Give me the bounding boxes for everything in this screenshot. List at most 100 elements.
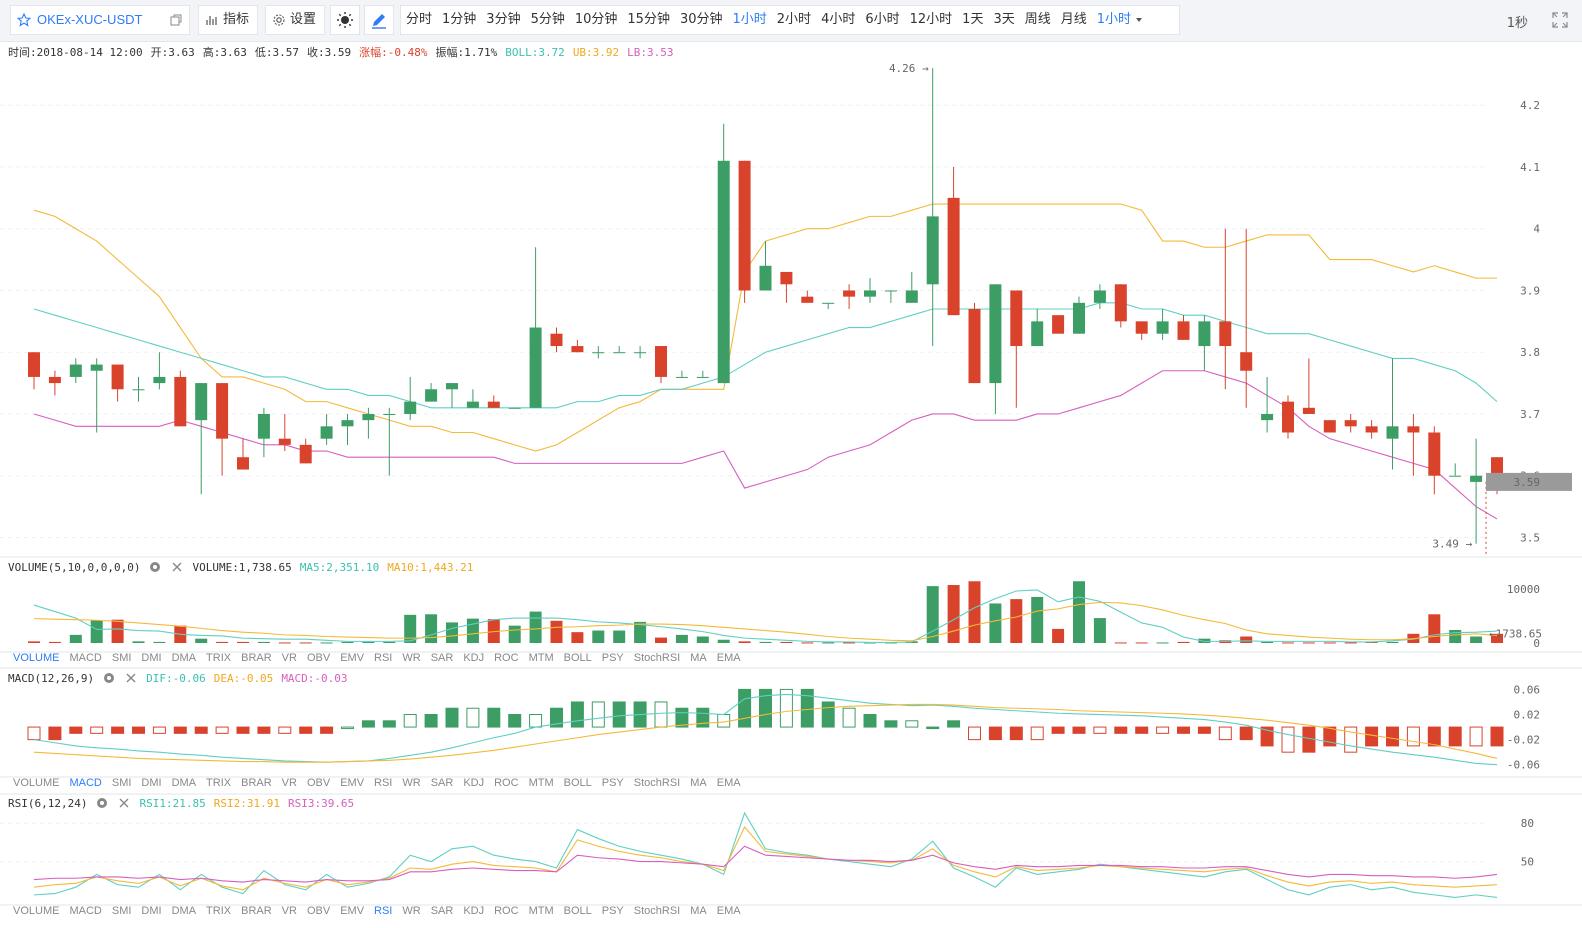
indicator-tab[interactable]: BRAR [241, 777, 272, 789]
indicator-tab[interactable]: MA [690, 777, 707, 789]
indicator-tab[interactable]: MACD [69, 777, 102, 789]
period-button[interactable]: 周线 [1024, 12, 1051, 27]
indicator-tab[interactable]: EMA [716, 777, 741, 789]
indicator-tab[interactable]: ROC [494, 905, 519, 917]
indicator-tab[interactable]: DMI [141, 905, 162, 917]
indicator-tab[interactable]: WR [402, 652, 421, 664]
indicator-tab[interactable]: VOLUME [13, 905, 60, 917]
indicator-tab[interactable]: BRAR [241, 652, 272, 664]
indicator-tab[interactable]: MTM [528, 777, 554, 789]
indicator-tab[interactable]: TRIX [206, 905, 232, 917]
indicator-tab[interactable]: RSI [374, 777, 393, 789]
indicator-tab[interactable]: StochRSI [633, 652, 681, 664]
period-button[interactable]: 5分钟 [530, 12, 565, 27]
indicator-tab[interactable]: SAR [430, 652, 454, 664]
indicator-tab[interactable]: EMA [716, 905, 741, 917]
period-button[interactable]: 3天 [993, 12, 1015, 27]
volume-close-icon[interactable] [170, 560, 184, 574]
indicator-tab[interactable]: KDJ [463, 905, 485, 917]
macd-gear-icon[interactable] [102, 671, 116, 685]
indicator-tab[interactable]: VR [281, 905, 297, 917]
indicator-tab[interactable]: PSY [601, 777, 624, 789]
indicator-tab[interactable]: StochRSI [633, 905, 681, 917]
period-button[interactable]: 月线 [1060, 12, 1087, 27]
theme-toggle-button[interactable] [330, 5, 360, 35]
indicator-tab[interactable]: DMA [171, 777, 197, 789]
indicator-tab[interactable]: DMI [141, 777, 162, 789]
period-button[interactable]: 分时 [406, 12, 433, 27]
indicator-button[interactable]: 指标 [198, 5, 258, 35]
indicator-tab[interactable]: OBV [306, 905, 331, 917]
indicator-tab[interactable]: BRAR [241, 905, 272, 917]
indicator-tab[interactable]: EMV [340, 777, 365, 789]
volume-current-label: ←1738.65 [1489, 628, 1542, 641]
volume-gear-icon[interactable] [148, 560, 162, 574]
indicator-tab[interactable]: VOLUME [13, 777, 60, 789]
macd-histogram-bar [738, 688, 752, 728]
indicator-tab[interactable]: SMI [111, 652, 132, 664]
period-button[interactable]: 6小时 [865, 12, 900, 27]
indicator-tab[interactable]: PSY [601, 652, 624, 664]
indicator-tab[interactable]: StochRSI [633, 777, 681, 789]
indicator-tab[interactable]: KDJ [463, 652, 485, 664]
indicator-tab[interactable]: DMA [171, 652, 197, 664]
indicator-tab[interactable]: RSI [374, 652, 393, 664]
indicator-tab[interactable]: MA [690, 905, 707, 917]
indicator-tab[interactable]: MTM [528, 905, 554, 917]
indicator-tab[interactable]: MACD [69, 905, 102, 917]
indicator-tab[interactable]: BOLL [563, 652, 592, 664]
period-button[interactable]: 1分钟 [442, 12, 477, 27]
indicator-tab[interactable]: OBV [306, 652, 331, 664]
period-button[interactable]: 10分钟 [574, 12, 618, 27]
symbol-selector[interactable]: OKEx-XUC-USDT [10, 5, 190, 35]
period-button[interactable]: 2小时 [776, 12, 812, 27]
settings-button[interactable]: 设置 [265, 5, 325, 35]
indicator-tab[interactable]: ROC [494, 652, 519, 664]
rsi-gear-icon[interactable] [95, 796, 109, 810]
indicator-tab[interactable]: EMV [340, 905, 365, 917]
indicator-tab[interactable]: DMA [171, 905, 197, 917]
indicator-tab[interactable]: KDJ [463, 777, 485, 789]
indicator-tab[interactable]: MACD [69, 652, 102, 664]
indicator-tab[interactable]: MTM [528, 652, 554, 664]
draw-tool-button[interactable] [364, 5, 394, 35]
indicator-tab[interactable]: SAR [430, 905, 454, 917]
indicator-tab[interactable]: EMV [340, 652, 365, 664]
period-button[interactable]: 30分钟 [679, 12, 723, 27]
volume-ma5-line [33, 589, 1498, 644]
copy-icon[interactable] [163, 6, 189, 34]
symbol-name[interactable]: OKEx-XUC-USDT [37, 12, 143, 27]
indicator-tab[interactable]: WR [402, 777, 421, 789]
indicator-tab[interactable]: BOLL [563, 777, 592, 789]
indicator-tab[interactable]: TRIX [206, 777, 232, 789]
indicator-tab[interactable]: SAR [430, 777, 454, 789]
indicator-tab[interactable]: DMI [141, 652, 162, 664]
indicator-tab[interactable]: EMA [716, 652, 741, 664]
period-button[interactable]: 1小时 [732, 12, 767, 27]
indicator-tab[interactable]: PSY [601, 905, 624, 917]
indicator-tab[interactable]: BOLL [563, 905, 592, 917]
indicator-tab[interactable]: OBV [306, 777, 331, 789]
indicator-tab[interactable]: SMI [111, 905, 132, 917]
indicator-tab[interactable]: RSI [374, 905, 393, 917]
macd-close-icon[interactable] [124, 671, 138, 685]
period-button[interactable]: 1天 [962, 12, 984, 27]
indicator-tab[interactable]: MA [690, 652, 707, 664]
indicator-tab[interactable]: WR [402, 905, 421, 917]
candle-body [69, 364, 82, 377]
rsi-close-icon[interactable] [117, 796, 131, 810]
period-button[interactable]: 3分钟 [486, 12, 521, 27]
indicator-tab[interactable]: SMI [111, 777, 132, 789]
fullscreen-icon[interactable] [1550, 10, 1570, 30]
period-button[interactable]: 12小时 [909, 12, 953, 27]
indicator-tab[interactable]: VR [281, 777, 297, 789]
indicator-tab[interactable]: ROC [494, 777, 519, 789]
star-icon[interactable] [11, 6, 37, 34]
period-dropdown[interactable]: 1小时 [1092, 6, 1148, 34]
indicator-tab[interactable]: VOLUME [13, 652, 60, 664]
indicator-tab[interactable]: VR [281, 652, 297, 664]
indicator-tab[interactable]: TRIX [206, 652, 232, 664]
period-button[interactable]: 15分钟 [627, 12, 670, 27]
period-button[interactable]: 4小时 [821, 12, 856, 27]
kline-chart[interactable]: 3.53.63.73.83.944.14.24.26 →3.49 →3.5901… [0, 42, 1582, 928]
